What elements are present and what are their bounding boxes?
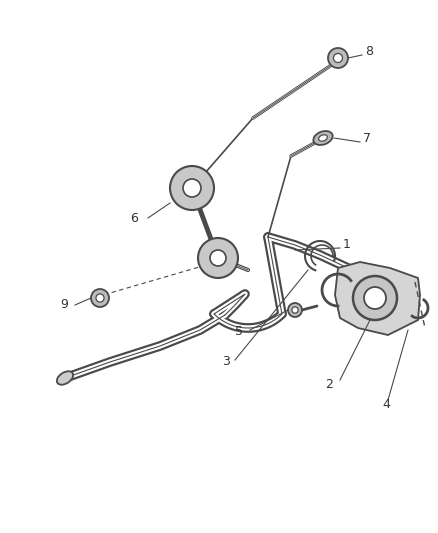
Polygon shape [335, 262, 420, 335]
Circle shape [198, 238, 238, 278]
Circle shape [353, 276, 397, 320]
Text: 9: 9 [60, 298, 68, 311]
Circle shape [210, 250, 226, 266]
Ellipse shape [313, 131, 332, 145]
Ellipse shape [57, 372, 73, 385]
Text: 4: 4 [382, 398, 390, 411]
Circle shape [96, 294, 104, 302]
Text: 3: 3 [222, 355, 230, 368]
Text: 6: 6 [130, 212, 138, 225]
Circle shape [170, 166, 214, 210]
Text: 7: 7 [363, 132, 371, 145]
Circle shape [91, 289, 109, 307]
Text: 5: 5 [235, 325, 243, 338]
Circle shape [183, 179, 201, 197]
Text: 8: 8 [365, 45, 373, 58]
Circle shape [328, 48, 348, 68]
Circle shape [288, 303, 302, 317]
Circle shape [292, 307, 298, 313]
Text: 1: 1 [343, 238, 351, 251]
Circle shape [364, 287, 386, 309]
Text: 2: 2 [325, 378, 333, 391]
Ellipse shape [319, 135, 327, 141]
Circle shape [333, 53, 343, 62]
